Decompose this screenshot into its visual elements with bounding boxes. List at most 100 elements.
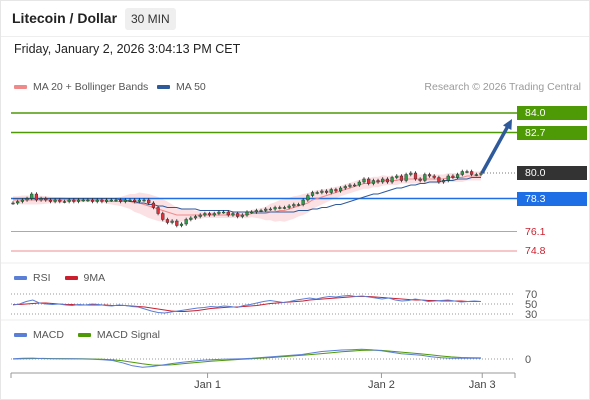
instrument-title: Litecoin / Dollar bbox=[12, 10, 118, 26]
rsi-label: RSI bbox=[33, 272, 51, 284]
candle-body bbox=[343, 186, 347, 189]
ma20-label: MA 20 + Bollinger Bands bbox=[33, 81, 149, 93]
candle-body bbox=[137, 199, 141, 202]
legend-macd: MACD MACD Signal bbox=[14, 329, 160, 341]
candle-body bbox=[217, 211, 221, 214]
candle-body bbox=[30, 193, 34, 199]
candle-body bbox=[76, 199, 81, 202]
candle-body bbox=[348, 184, 352, 187]
candle-body bbox=[334, 189, 338, 192]
candle-body bbox=[109, 199, 113, 202]
candle-body bbox=[86, 199, 90, 202]
level-label-support: 74.8 bbox=[525, 245, 546, 257]
candle-body bbox=[184, 219, 188, 225]
candle-body bbox=[376, 180, 380, 183]
candle-body bbox=[170, 220, 174, 223]
candle-body bbox=[240, 214, 244, 217]
candle-body bbox=[123, 199, 127, 202]
candle-body bbox=[413, 172, 418, 180]
candle-body bbox=[90, 199, 95, 202]
candle-body bbox=[395, 175, 399, 178]
candle-body bbox=[446, 175, 450, 181]
candle-body bbox=[399, 175, 404, 181]
candle-body bbox=[474, 174, 478, 176]
candle-body bbox=[254, 210, 258, 213]
candle-body bbox=[460, 171, 464, 175]
candle-body bbox=[198, 214, 202, 217]
candle-body bbox=[231, 213, 235, 216]
candle-body bbox=[268, 208, 272, 211]
ma20-swatch bbox=[14, 85, 27, 89]
candle-body bbox=[34, 193, 38, 201]
macd-signal-swatch bbox=[77, 333, 91, 337]
x-axis-label: Jan 3 bbox=[469, 379, 496, 391]
candle-body bbox=[456, 174, 460, 178]
legend-ma50: MA 50 bbox=[157, 81, 206, 93]
candle-body bbox=[142, 199, 146, 202]
rsi-tick-label: 70 bbox=[525, 289, 537, 301]
candle-body bbox=[432, 175, 436, 178]
interval-button[interactable]: 30 MIN bbox=[125, 8, 176, 30]
candle-body bbox=[128, 199, 132, 202]
candle-body bbox=[44, 198, 48, 201]
candle-body bbox=[193, 216, 198, 219]
rsi-swatch bbox=[14, 276, 27, 280]
legend-ma20: MA 20 + Bollinger Bands bbox=[14, 81, 148, 93]
candle-body bbox=[147, 199, 151, 204]
candle-body bbox=[207, 213, 212, 216]
candle-body bbox=[479, 172, 483, 175]
candle-body bbox=[306, 195, 310, 201]
candle-body bbox=[245, 211, 249, 216]
candle-body bbox=[222, 211, 226, 214]
rsi-ma-swatch bbox=[64, 276, 78, 280]
candle-body bbox=[357, 181, 361, 186]
candle-body bbox=[362, 178, 366, 183]
bollinger-band bbox=[13, 171, 481, 223]
rsi-line bbox=[12, 294, 482, 314]
macd-line bbox=[12, 348, 482, 368]
candle-body bbox=[296, 204, 301, 206]
candle-body bbox=[62, 201, 67, 203]
candle-body bbox=[423, 174, 427, 181]
candle-body bbox=[367, 178, 371, 184]
candle-body bbox=[310, 192, 315, 196]
candle-body bbox=[58, 199, 62, 202]
candle-body bbox=[451, 175, 455, 178]
candle-body bbox=[105, 199, 109, 202]
level-label-resistance: 82.7 bbox=[517, 125, 587, 140]
candle-body bbox=[465, 171, 469, 173]
candle-body bbox=[324, 190, 329, 193]
candle-body bbox=[161, 213, 165, 220]
candle-body bbox=[381, 178, 385, 183]
candle-body bbox=[470, 171, 474, 175]
candle-body bbox=[53, 199, 57, 202]
candle-body bbox=[203, 213, 207, 216]
candle-body bbox=[287, 205, 291, 208]
macd-tick-label: 0 bbox=[525, 354, 531, 366]
x-axis-label: Jan 2 bbox=[368, 379, 395, 391]
candle-body bbox=[39, 198, 43, 201]
candle-body bbox=[385, 178, 389, 183]
rsi-tick-label: 30 bbox=[525, 309, 537, 321]
candle-body bbox=[320, 190, 324, 193]
credit-text: Research © 2026 Trading Central bbox=[424, 81, 581, 93]
level-label-resistance: 84.0 bbox=[517, 106, 587, 120]
candle-body bbox=[418, 178, 422, 181]
macd-swatch bbox=[14, 333, 27, 337]
candle-body bbox=[179, 223, 184, 226]
candle-body bbox=[409, 172, 413, 175]
candle-body bbox=[315, 192, 319, 194]
candle-body bbox=[72, 199, 76, 202]
candle-body bbox=[301, 199, 305, 205]
candle-body bbox=[404, 174, 408, 181]
candle-body bbox=[427, 174, 432, 177]
candle-body bbox=[441, 180, 446, 183]
projection-arrowhead bbox=[503, 119, 512, 130]
projection-arrow bbox=[480, 125, 510, 174]
candle-body bbox=[81, 199, 85, 202]
macd-signal-line bbox=[12, 349, 482, 366]
level-label-current: 80.0 bbox=[517, 166, 587, 180]
candle-body bbox=[165, 219, 170, 223]
